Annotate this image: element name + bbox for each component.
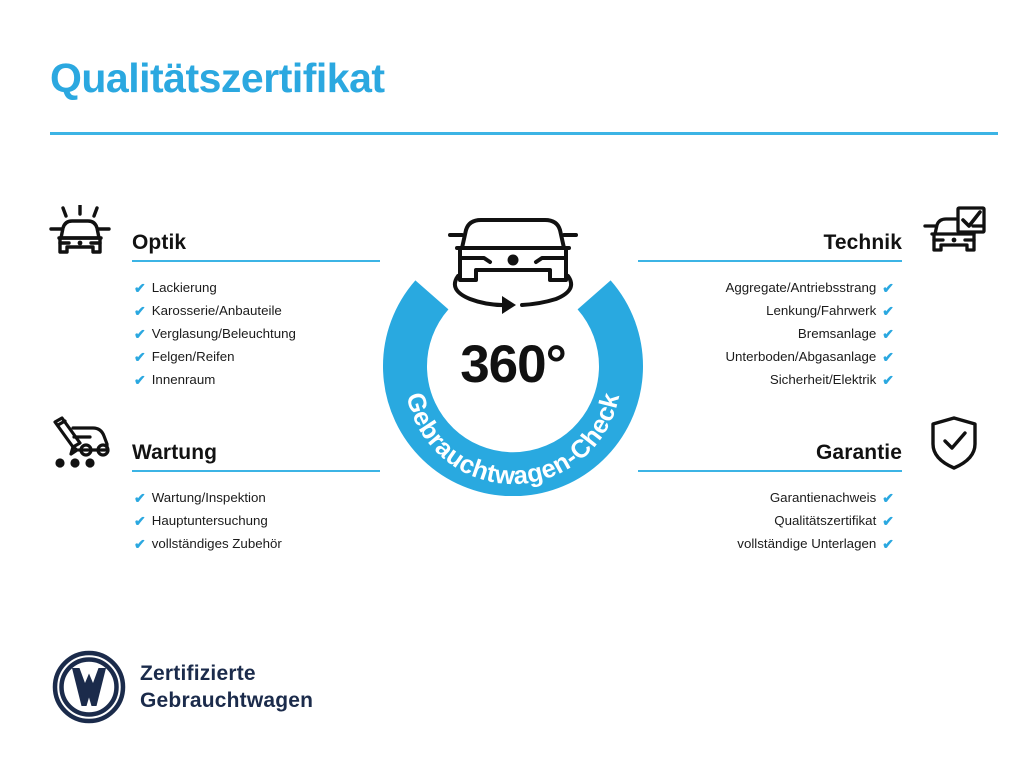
check-icon: ✔ [882, 512, 894, 529]
list-item: Garantienachweis ✔ [638, 486, 990, 509]
car-front-rotation-icon [448, 218, 578, 314]
check-icon: ✔ [134, 279, 146, 296]
list-item-label: Unterboden/Abgasanlage [725, 349, 877, 364]
page-title: Qualitätszertifikat [50, 55, 385, 101]
list-item: Aggregate/Antriebsstrang ✔ [638, 276, 990, 299]
check-icon: ✔ [134, 348, 146, 365]
section-wartung-title: Wartung [132, 441, 218, 464]
section-garantie: Garantie Garantienachweis ✔ Qualitätszert… [638, 410, 990, 555]
list-item: ✔ Lackierung [44, 276, 384, 299]
list-item: vollständige Unterlagen ✔ [638, 532, 990, 555]
section-wartung-title-wrap: Wartung [132, 441, 380, 472]
section-technik-header: Technik [638, 200, 990, 262]
section-optik: Optik ✔ Lackierung ✔ Karosserie/Anbauteile… [44, 200, 384, 391]
check-icon: ✔ [882, 302, 894, 319]
section-wartung-underline [132, 470, 380, 472]
section-wartung: Wartung ✔ Wartung/Inspektion ✔ Hauptunters… [44, 410, 384, 555]
list-item-label: Lenkung/Fahrwerk [766, 303, 877, 318]
check-icon: ✔ [134, 325, 146, 342]
section-garantie-title: Garantie [816, 441, 902, 464]
section-optik-header: Optik [44, 200, 384, 262]
list-item-label: Bremsanlage [797, 326, 877, 341]
list-item-label: Lackierung [151, 280, 217, 295]
list-item-label: Qualitätszertifikat [774, 513, 877, 528]
list-item: Sicherheit/Elektrik ✔ [638, 368, 990, 391]
check-icon: ✔ [882, 489, 894, 506]
list-item-label: vollständiges Zubehör [151, 536, 282, 551]
brand-line-1: Zertifizierte [140, 662, 256, 685]
list-item: Lenkung/Fahrwerk ✔ [638, 299, 990, 322]
section-technik-title: Technik [823, 231, 902, 254]
brand-lockup: Zertifizierte Gebrauchtwagen [52, 650, 313, 724]
list-item: Bremsanlage ✔ [638, 322, 990, 345]
check-icon: ✔ [882, 325, 894, 342]
car-front-checkbox-icon [918, 204, 990, 262]
brand-text: Zertifizierte Gebrauchtwagen [140, 660, 313, 714]
list-item-label: Felgen/Reifen [151, 349, 235, 364]
brand-line-2: Gebrauchtwagen [140, 689, 314, 712]
list-item-label: Garantienachweis [769, 490, 877, 505]
pencil-car-service-icon [44, 414, 116, 472]
list-item: ✔ Felgen/Reifen [44, 345, 384, 368]
section-wartung-header: Wartung [44, 410, 384, 472]
list-item: Qualitätszertifikat ✔ [638, 509, 990, 532]
list-item: ✔ Hauptuntersuchung [44, 509, 384, 532]
list-item: ✔ Karosserie/Anbauteile [44, 299, 384, 322]
section-technik: Technik Aggregate/Antriebsstrang ✔ Lenkun… [638, 200, 990, 391]
list-item: ✔ Verglasung/Beleuchtung [44, 322, 384, 345]
section-garantie-list: Garantienachweis ✔ Qualitätszertifikat ✔ v… [638, 486, 990, 555]
check-icon: ✔ [882, 279, 894, 296]
check-icon: ✔ [882, 535, 894, 552]
list-item-label: Innenraum [151, 372, 216, 387]
volkswagen-logo [52, 650, 126, 724]
list-item-label: Aggregate/Antriebsstrang [725, 280, 877, 295]
shield-check-icon [918, 414, 990, 472]
section-technik-underline [638, 260, 902, 262]
section-optik-title-wrap: Optik [132, 231, 380, 262]
list-item: Unterboden/Abgasanlage ✔ [638, 345, 990, 368]
list-item: ✔ Innenraum [44, 368, 384, 391]
list-item: ✔ Wartung/Inspektion [44, 486, 384, 509]
check-icon: ✔ [882, 371, 894, 388]
check-icon: ✔ [134, 489, 146, 506]
list-item-label: Verglasung/Beleuchtung [151, 326, 296, 341]
section-garantie-title-wrap: Garantie [638, 441, 902, 472]
badge-360-gebrauchtwagen-check: Gebrauchtwagen-Check [378, 196, 648, 496]
car-front-shine-icon [44, 204, 116, 262]
list-item-label: Wartung/Inspektion [151, 490, 266, 505]
list-item: ✔ vollständiges Zubehör [44, 532, 384, 555]
section-wartung-list: ✔ Wartung/Inspektion ✔ Hauptuntersuchung ✔… [44, 486, 384, 555]
badge-center-number: 360° [460, 335, 567, 394]
section-technik-title-wrap: Technik [638, 231, 902, 262]
section-optik-underline [132, 260, 380, 262]
title-divider [50, 132, 998, 135]
section-garantie-underline [638, 470, 902, 472]
list-item-label: Sicherheit/Elektrik [769, 372, 877, 387]
check-icon: ✔ [882, 348, 894, 365]
list-item-label: vollständige Unterlagen [737, 536, 877, 551]
list-item-label: Hauptuntersuchung [151, 513, 268, 528]
section-optik-title: Optik [132, 231, 187, 254]
check-icon: ✔ [134, 512, 146, 529]
check-icon: ✔ [134, 302, 146, 319]
section-garantie-header: Garantie [638, 410, 990, 472]
list-item-label: Karosserie/Anbauteile [151, 303, 282, 318]
check-icon: ✔ [134, 371, 146, 388]
check-icon: ✔ [134, 535, 146, 552]
section-optik-list: ✔ Lackierung ✔ Karosserie/Anbauteile ✔ Verg… [44, 276, 384, 391]
section-technik-list: Aggregate/Antriebsstrang ✔ Lenkung/Fahrwe… [638, 276, 990, 391]
